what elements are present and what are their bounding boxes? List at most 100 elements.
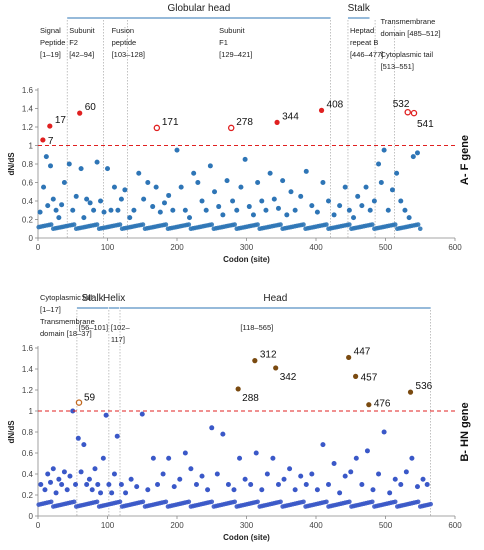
panel-b-data-point bbox=[248, 482, 254, 487]
panel-b-baseline-point bbox=[117, 499, 123, 505]
panel-b-data-point bbox=[237, 455, 243, 461]
panel-a-x-axis-label: Codon (site) bbox=[223, 255, 270, 264]
panel-a-data-point bbox=[326, 198, 332, 204]
panel-b-data-point bbox=[298, 473, 304, 479]
panel-a-data-point bbox=[81, 215, 87, 221]
panel-a-data-point bbox=[50, 196, 56, 202]
panel-a-baseline-point bbox=[209, 222, 215, 227]
panel-a-data-point bbox=[91, 207, 97, 213]
panel-b-data-point bbox=[242, 476, 248, 482]
panel-b-data-point bbox=[59, 482, 65, 487]
panel-a-point-label-408: 408 bbox=[327, 99, 344, 110]
panel-a-y-tick-label: 1.4 bbox=[22, 105, 34, 114]
panel-a-data-point bbox=[153, 184, 159, 190]
panel-a-region-label: Heptad bbox=[350, 26, 374, 35]
panel-b-baseline-point bbox=[392, 499, 398, 505]
panel-b-data-point bbox=[73, 482, 79, 487]
panel-b-region-label: [1–17] bbox=[40, 305, 61, 314]
panel-a-region-label: Subunit bbox=[219, 26, 245, 35]
panel-b-data-point bbox=[56, 476, 62, 482]
panel-b-x-axis-label: Codon (site) bbox=[223, 533, 270, 542]
panel-a-y-tick-label: 1.6 bbox=[22, 86, 34, 95]
panel-b-data-point bbox=[381, 429, 387, 435]
panel-b-data-point bbox=[292, 487, 298, 493]
panel-b-data-point bbox=[118, 482, 124, 487]
panel-a-baseline-point bbox=[186, 222, 192, 227]
panel-b-data-point bbox=[106, 482, 112, 487]
panel-a-y-axis-label: dN/dS bbox=[7, 152, 16, 176]
panel-b-y-tick-label: 0.4 bbox=[22, 470, 34, 479]
panel-a-data-point bbox=[84, 196, 90, 202]
panel-b-data-point bbox=[89, 487, 95, 493]
panel-a-data-point bbox=[187, 215, 193, 221]
panel-a-region-label: F2 bbox=[69, 38, 78, 47]
panel-a-data-point bbox=[161, 200, 167, 206]
panel-b-data-point bbox=[145, 487, 151, 493]
panel-b-x-tick-label: 300 bbox=[240, 521, 254, 530]
panel-b-baseline-point bbox=[369, 499, 375, 505]
panel-b-baseline-point bbox=[71, 499, 77, 505]
panel-a-data-point bbox=[61, 180, 67, 185]
panel-b-data-point bbox=[420, 476, 426, 482]
panel-a-y-tick-label: 1.2 bbox=[22, 123, 34, 132]
panel-b-data-point bbox=[348, 469, 354, 475]
panel-b-data-point bbox=[134, 484, 140, 490]
panel-a-data-point bbox=[337, 203, 343, 209]
panel-a-data-point bbox=[195, 180, 201, 185]
panel-b-selected-point-288 bbox=[235, 386, 241, 392]
panel-b-data-point bbox=[123, 490, 129, 496]
panel-b-baseline-point bbox=[428, 501, 433, 507]
panel-b-baseline-point bbox=[163, 499, 169, 505]
panel-a-region-label: [446–477] bbox=[350, 50, 383, 59]
panel-a-point-label-17: 17 bbox=[55, 115, 67, 126]
panel-a-data-point bbox=[87, 200, 93, 206]
panel-a-data-point bbox=[101, 209, 107, 215]
panel-b-data-point bbox=[84, 482, 90, 487]
panel-a-data-point bbox=[346, 207, 352, 213]
panel-b-selected-point-447 bbox=[346, 354, 352, 361]
panel-b-selected-point-312 bbox=[252, 358, 258, 364]
panel-a-data-point bbox=[56, 215, 62, 221]
panel-a-region-label: Subunit bbox=[69, 26, 95, 35]
panel-a-region-label: Transmembrane bbox=[381, 17, 436, 26]
panel-a-y-tick-label: 0.4 bbox=[22, 197, 34, 206]
panel-a-data-point bbox=[242, 156, 248, 162]
panel-b-selected-point-457 bbox=[353, 373, 359, 379]
panel-a-data-point bbox=[230, 198, 236, 204]
panel-a-data-point bbox=[255, 180, 261, 185]
panel-a-baseline-point bbox=[278, 222, 283, 227]
panel-b-baseline-point bbox=[278, 499, 283, 505]
panel-b-data-point bbox=[171, 484, 177, 490]
panel-b-header-head: Head bbox=[263, 293, 287, 304]
panel-a-region-label: [103–128] bbox=[112, 50, 145, 59]
panel-b-data-point bbox=[48, 479, 54, 485]
panel-a-region-label: repeat B bbox=[350, 38, 378, 47]
panel-b-data-point bbox=[45, 471, 51, 477]
panel-b-data-point bbox=[111, 471, 117, 477]
panel-a-point-label-541: 541 bbox=[417, 119, 434, 130]
panel-a-data-point bbox=[59, 202, 65, 208]
panel-a-data-point bbox=[115, 207, 121, 213]
panel-b-data-point bbox=[166, 455, 172, 461]
panel-b-data-point bbox=[424, 482, 430, 487]
panel-b-data-point bbox=[78, 469, 84, 475]
panel-a-data-point bbox=[288, 189, 294, 195]
panel-a-point-label-60: 60 bbox=[85, 102, 97, 113]
panel-a-baseline-point bbox=[347, 222, 352, 227]
panel-b-baseline-point bbox=[209, 499, 215, 505]
panel-a-data-point bbox=[371, 198, 377, 204]
panel-a-data-point bbox=[406, 215, 412, 221]
panel-b-data-point bbox=[61, 469, 67, 475]
panel-a-data-point bbox=[376, 161, 382, 167]
panel-b-baseline-point bbox=[232, 499, 237, 505]
panel-a-baseline-point bbox=[255, 222, 260, 227]
panel-b-data-point bbox=[337, 490, 343, 496]
panel-a-x-tick-label: 600 bbox=[448, 243, 462, 252]
panel-a-data-point bbox=[122, 187, 128, 193]
panel-a-data-point bbox=[157, 209, 163, 215]
panel-a-region-label: [42–94] bbox=[69, 50, 94, 59]
panel-b-header-helix: Helix bbox=[103, 293, 125, 304]
panel-b-baseline-point bbox=[140, 499, 146, 505]
panel-b-data-point bbox=[38, 482, 44, 487]
panel-a-data-point bbox=[298, 193, 304, 199]
